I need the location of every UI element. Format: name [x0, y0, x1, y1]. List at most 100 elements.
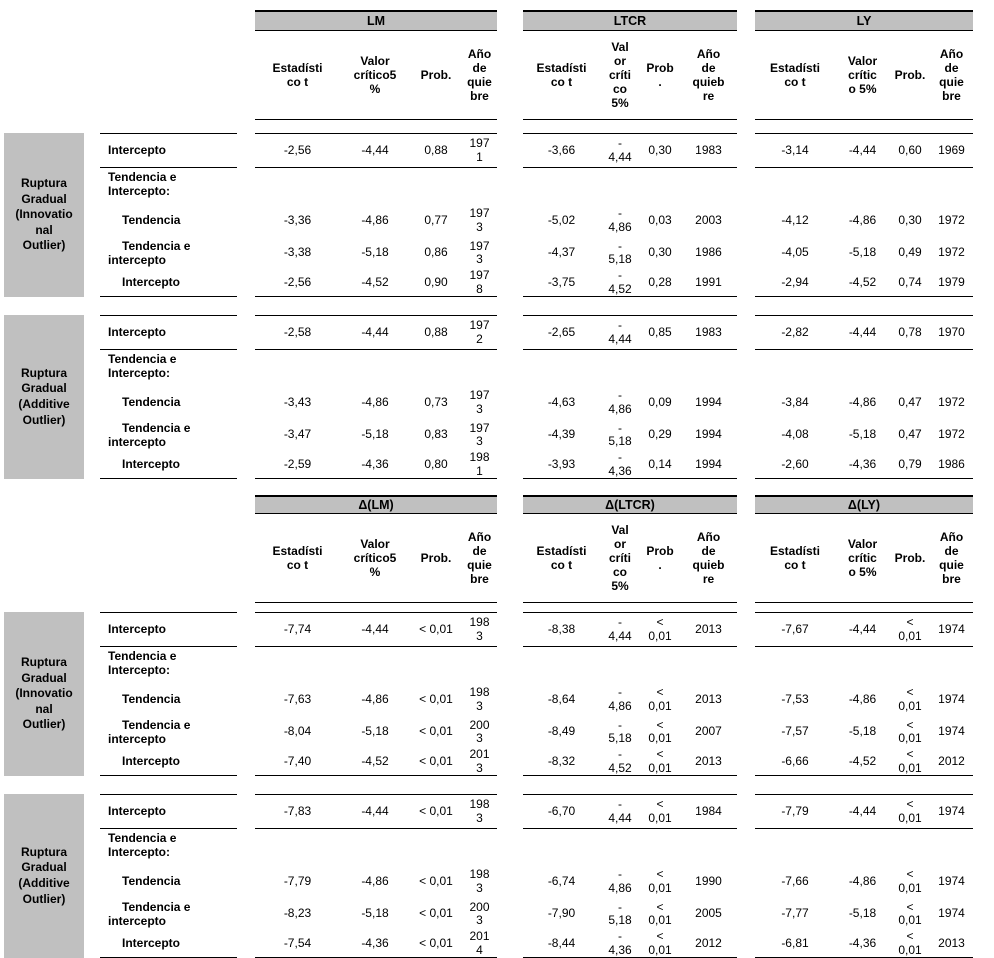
data-cell: - 5,18: [608, 899, 632, 927]
data-cell: - 4,44: [600, 794, 640, 829]
row-label: Tendencia: [122, 874, 181, 889]
data-cell: -4,36: [340, 930, 410, 958]
column-group-title: Δ(LTCR): [523, 495, 737, 514]
data-cell: -8,49: [547, 724, 576, 739]
data-cell: 197 8: [462, 268, 497, 297]
data-cell: -4,44: [835, 315, 890, 350]
data-cell: 1974: [938, 906, 965, 921]
data-cell: -4,52: [340, 269, 410, 297]
data-cell: -4,39: [547, 427, 576, 442]
data-cell: 0,90: [410, 269, 462, 297]
data-cell: -3,93: [523, 451, 600, 479]
row-label: Tendencia e Intercepto:: [108, 170, 177, 199]
row-label: Tendencia: [122, 395, 181, 410]
data-cell: -7,74: [255, 612, 340, 647]
data-cell: 0,30: [648, 245, 672, 260]
row-label: Tendencia e Intercepto:: [108, 649, 177, 678]
data-cell: 198 3: [469, 867, 490, 895]
data-cell: 197 3: [469, 206, 490, 234]
data-cell: < 0,01: [648, 685, 672, 713]
data-cell: - 4,86: [608, 685, 632, 713]
data-cell: 1991: [680, 269, 737, 297]
data-cell: < 0,01: [648, 867, 672, 895]
data-cell: 0,29: [648, 427, 672, 442]
data-cell: -4,37: [547, 245, 576, 260]
row-label: Intercepto: [100, 794, 237, 829]
data-cell: -4,63: [547, 394, 576, 409]
column-header: Estadísti co t: [523, 31, 600, 120]
row-label: Tendencia e intercepto: [108, 238, 191, 267]
column-header: Año de quie bre: [930, 514, 973, 603]
column-header: Prob .: [640, 31, 680, 120]
data-cell: -3,14: [755, 133, 835, 168]
column-header: Valor crític o 5%: [835, 31, 890, 120]
row-label: Intercepto: [100, 930, 237, 958]
row-group-label: Ruptura Gradual (Innovatio nal Outlier): [4, 133, 84, 297]
data-cell: 0,47: [898, 427, 922, 442]
data-cell: 0,86: [424, 245, 448, 260]
column-group-title: Δ(LM): [255, 495, 497, 514]
column-group-title: LM: [255, 10, 497, 31]
data-cell: -4,44: [340, 315, 410, 350]
data-cell: 1972: [938, 212, 965, 227]
data-cell: 0,09: [648, 394, 672, 409]
data-cell: -7,66: [781, 873, 809, 888]
data-cell: -4,08: [781, 427, 809, 442]
data-cell: -4,52: [835, 748, 890, 776]
data-cell: - 5,18: [608, 238, 632, 266]
column-group-title: Δ(LY): [755, 495, 973, 514]
data-cell: -7,83: [255, 794, 340, 829]
row-label: Tendencia e intercepto: [108, 717, 191, 746]
column-header: Valor crític o 5%: [835, 514, 890, 603]
data-cell: -3,47: [283, 427, 312, 442]
data-cell: -5,18: [848, 245, 877, 260]
data-cell: -5,18: [848, 906, 877, 921]
data-cell: < 0,01: [410, 930, 462, 958]
data-cell: < 0,01: [898, 685, 922, 713]
data-cell: 0,28: [640, 269, 680, 297]
row-label: Tendencia e Intercepto:: [108, 352, 177, 381]
data-cell: 197 1: [462, 133, 497, 168]
data-cell: -5,02: [547, 212, 576, 227]
data-cell: -7,54: [255, 930, 340, 958]
data-cell: 0,30: [640, 133, 680, 168]
row-label: Intercepto: [100, 612, 237, 647]
data-cell: - 4,86: [608, 388, 632, 416]
row-label: Tendencia e Intercepto:: [108, 831, 177, 860]
data-cell: 1986: [695, 245, 722, 260]
data-cell: - 4,44: [600, 133, 640, 168]
data-cell: 2012: [930, 748, 973, 776]
data-cell: - 4,52: [600, 747, 640, 776]
data-cell: < 0,01: [648, 899, 672, 927]
data-cell: -4,86: [848, 394, 877, 409]
data-cell: < 0,01: [898, 717, 922, 745]
column-group-title: LY: [755, 10, 973, 31]
column-header: Prob.: [410, 514, 462, 603]
data-cell: -5,18: [361, 724, 389, 739]
data-cell: 1994: [695, 394, 722, 409]
data-cell: 0,80: [410, 451, 462, 479]
data-cell: 197 3: [469, 388, 490, 416]
data-cell: 1974: [938, 691, 965, 706]
column-header: Valor crítico5 %: [340, 514, 410, 603]
data-cell: < 0,01: [640, 612, 680, 647]
data-cell: -4,44: [835, 794, 890, 829]
data-cell: < 0,01: [419, 691, 453, 706]
data-cell: 0,85: [640, 315, 680, 350]
unit-root-table-differences: Δ(LM) Estadísti co t Valor crítico5 % Prob.…: [4, 495, 994, 958]
data-cell: -2,82: [755, 315, 835, 350]
data-cell: -4,86: [848, 691, 877, 706]
data-cell: -7,79: [755, 794, 835, 829]
data-cell: -4,44: [835, 612, 890, 647]
data-cell: -5,18: [361, 245, 389, 260]
row-label: Intercepto: [100, 451, 237, 479]
data-cell: < 0,01: [640, 794, 680, 829]
row-label: Intercepto: [100, 748, 237, 776]
data-cell: - 4,44: [600, 315, 640, 350]
column-header: Año de quie bre: [462, 514, 497, 603]
row-label: Tendencia e intercepto: [108, 899, 191, 928]
data-cell: -2,94: [755, 269, 835, 297]
column-header: Año de quieb re: [680, 31, 737, 120]
data-cell: -2,56: [255, 269, 340, 297]
